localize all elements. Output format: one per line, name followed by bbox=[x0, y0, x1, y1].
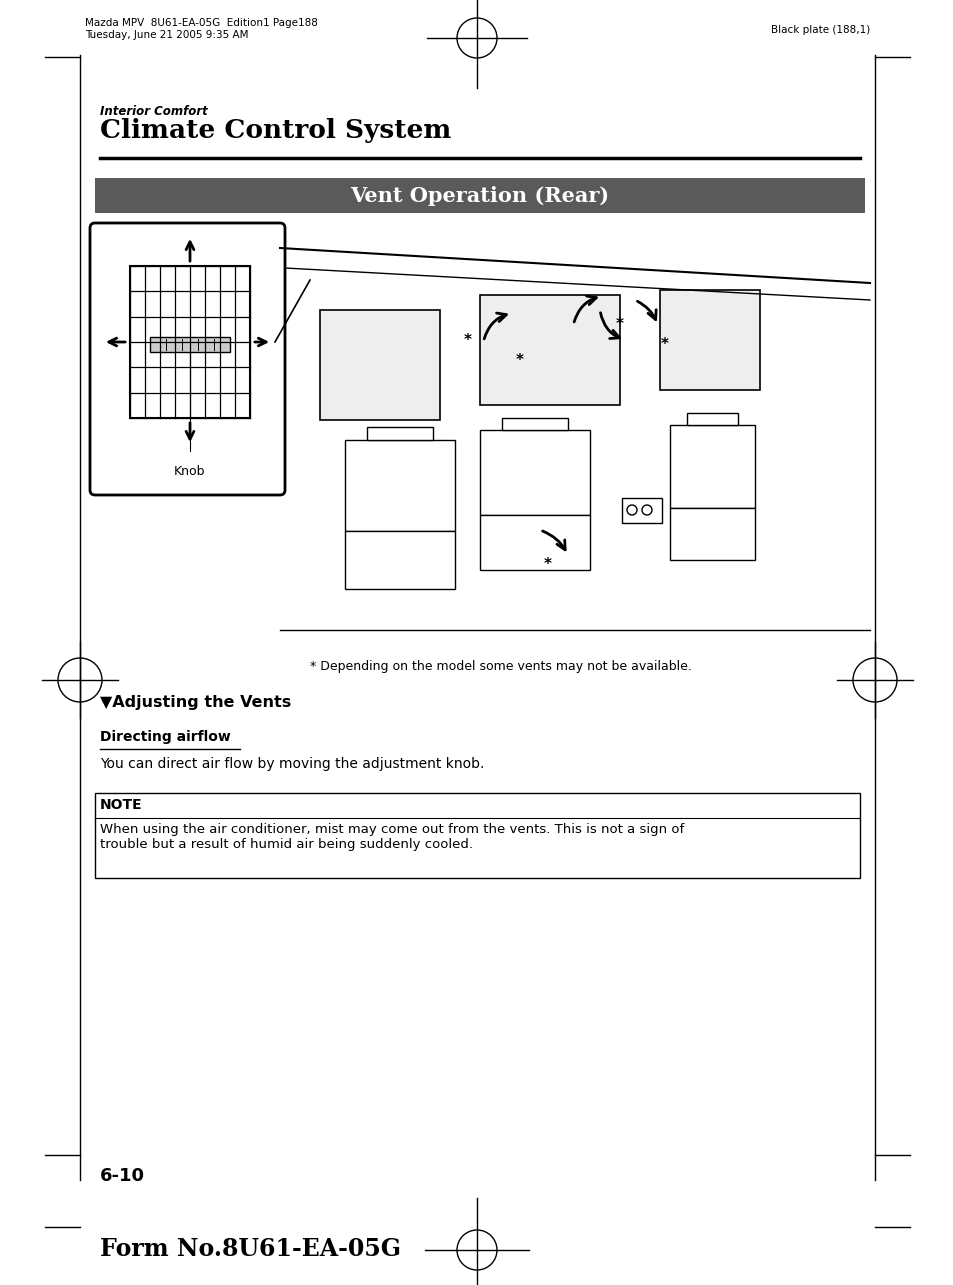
Text: Interior Comfort: Interior Comfort bbox=[100, 105, 208, 118]
Text: Climate Control System: Climate Control System bbox=[100, 118, 451, 143]
Text: *: * bbox=[660, 338, 668, 352]
Bar bbox=[479, 430, 589, 515]
Text: Form No.8U61-EA-05G: Form No.8U61-EA-05G bbox=[100, 1237, 400, 1261]
Text: Vent Operation (Rear): Vent Operation (Rear) bbox=[350, 185, 609, 206]
Bar bbox=[95, 793, 859, 878]
Bar bbox=[367, 427, 433, 439]
Text: ▼Adjusting the Vents: ▼Adjusting the Vents bbox=[100, 695, 291, 711]
Bar bbox=[345, 531, 455, 589]
Text: * Depending on the model some vents may not be available.: * Depending on the model some vents may … bbox=[310, 660, 691, 673]
Text: Directing airflow: Directing airflow bbox=[100, 730, 231, 744]
Text: When using the air conditioner, mist may come out from the vents. This is not a : When using the air conditioner, mist may… bbox=[100, 822, 683, 851]
Text: *: * bbox=[516, 352, 523, 368]
Bar bbox=[150, 337, 230, 352]
Text: You can direct air flow by moving the adjustment knob.: You can direct air flow by moving the ad… bbox=[100, 757, 484, 771]
Text: *: * bbox=[463, 333, 472, 347]
Bar bbox=[345, 439, 455, 531]
Bar bbox=[319, 310, 439, 420]
Text: *: * bbox=[543, 558, 552, 573]
Text: Black plate (188,1): Black plate (188,1) bbox=[770, 24, 869, 35]
Text: Knob: Knob bbox=[174, 465, 206, 478]
Text: 6-10: 6-10 bbox=[100, 1167, 145, 1185]
Text: Mazda MPV  8U61-EA-05G  Edition1 Page188
Tuesday, June 21 2005 9:35 AM: Mazda MPV 8U61-EA-05G Edition1 Page188 T… bbox=[85, 18, 317, 40]
FancyBboxPatch shape bbox=[90, 224, 285, 495]
Bar bbox=[621, 499, 661, 523]
Bar bbox=[669, 425, 754, 508]
Text: NOTE: NOTE bbox=[100, 798, 143, 812]
Bar bbox=[479, 515, 589, 569]
Bar bbox=[669, 508, 754, 560]
Bar bbox=[686, 412, 738, 425]
Bar bbox=[479, 296, 619, 405]
Bar bbox=[501, 418, 567, 430]
Text: *: * bbox=[616, 317, 623, 333]
Bar bbox=[130, 266, 250, 418]
Bar bbox=[95, 179, 864, 213]
Bar bbox=[659, 290, 760, 391]
